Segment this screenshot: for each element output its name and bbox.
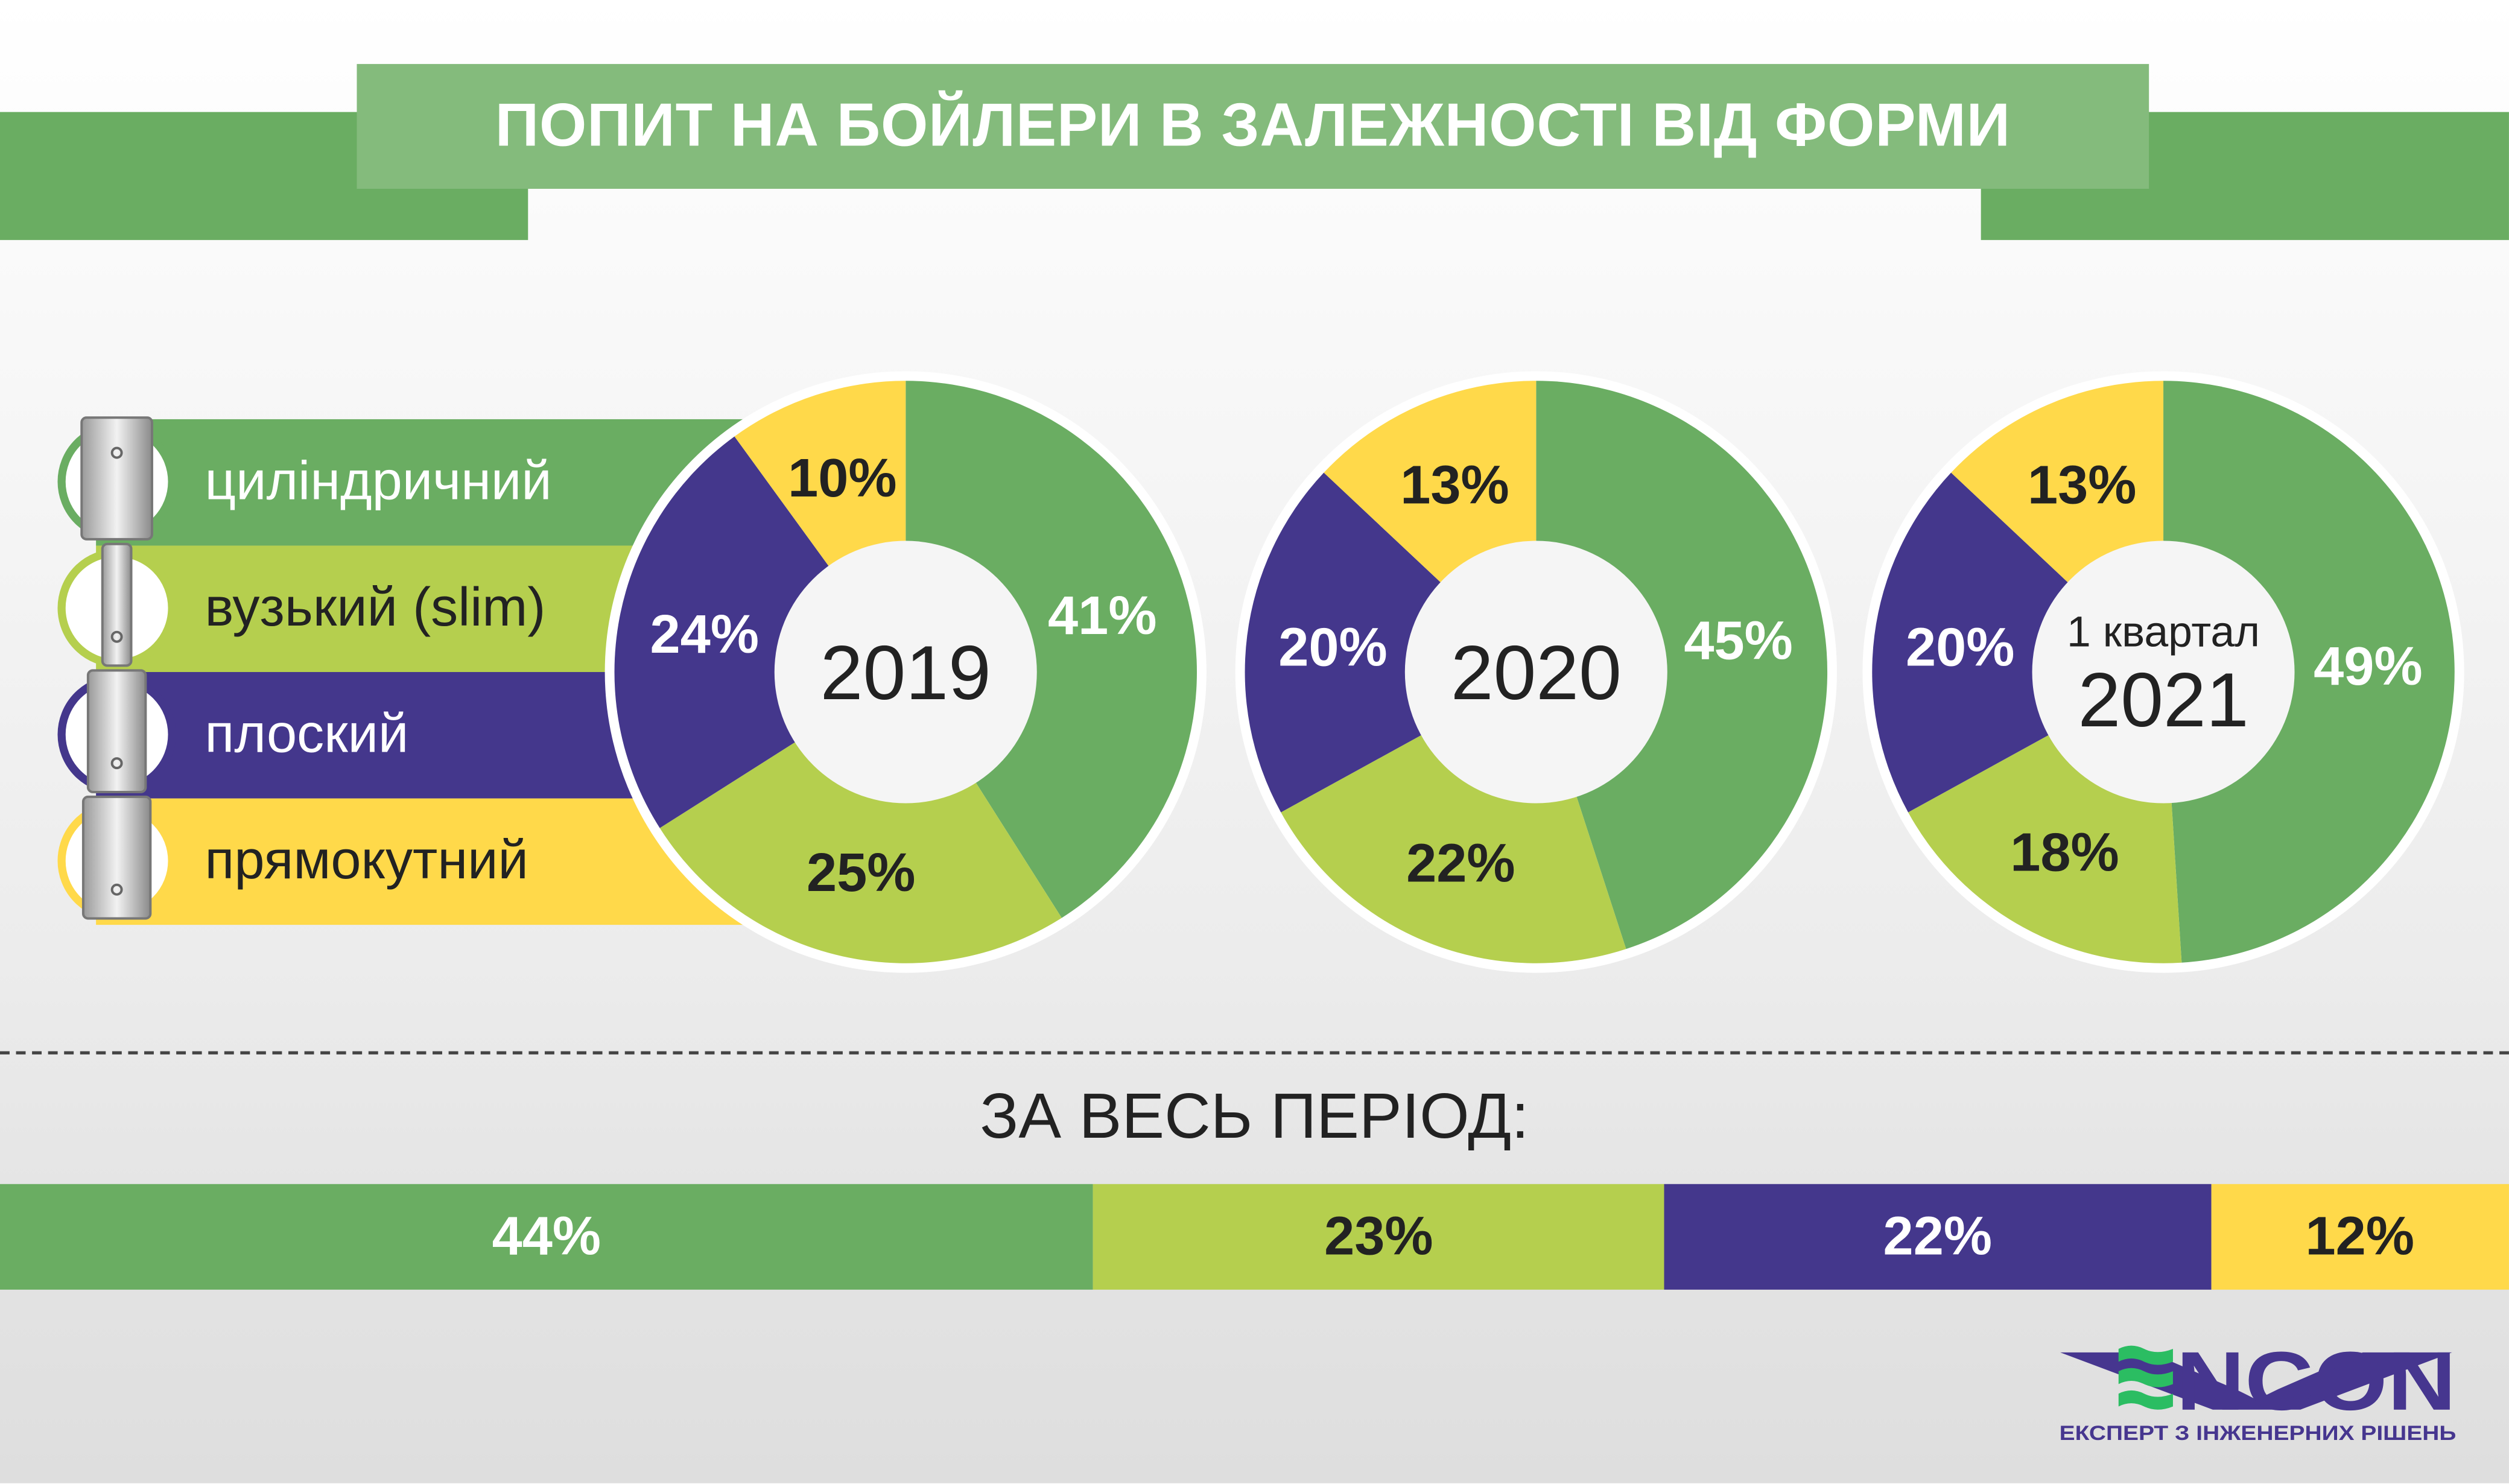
total-period-title: ЗА ВЕСЬ ПЕРІОД: [980,1082,1529,1152]
slice-label: 13% [1400,454,1509,515]
legend-item: прямокутний [96,798,769,925]
slice-label: 22% [1406,833,1515,894]
donut-charts: 41% 25% 24% 10% 2019 45% 22% 20% 13% 2020 49% 18% 20… [614,381,2455,963]
cylindrical-boiler-icon [57,416,176,541]
bar-segment: 23% [1093,1184,1664,1290]
bar-segment: 22% [1664,1184,2211,1290]
slice-label: 45% [1684,610,1792,671]
donut-slice [1872,472,2164,813]
slice-label: 10% [788,448,896,509]
donut-slice [614,436,906,828]
donut-slice [906,381,1197,918]
logo-tagline: ЕКСПЕРТ З ІНЖЕНЕРНИХ РІШЕНЬ [2060,1422,2457,1445]
donut-slice [659,672,1062,963]
bar-segment: 44% [0,1184,1093,1290]
donut-slice [2163,381,2455,963]
slice-label: 13% [2028,454,2136,515]
slice-label: 24% [650,604,759,665]
divider [0,1051,2509,1054]
donut-hole [774,541,1037,804]
bar-segment: 12% [2210,1184,2509,1290]
legend-label: прямокутний [205,830,528,892]
donut-hole [1404,541,1667,804]
flat-boiler-icon [57,669,176,794]
slice-label: 49% [2314,636,2422,697]
slice-label: 20% [1906,617,2014,677]
total-stacked-bar: 44% 23% 22% 12% [0,1184,2509,1290]
legend-label: плоский [205,704,409,765]
svg-text:NCON: NCON [2176,1336,2456,1428]
center-label: 2021 [2078,657,2248,743]
center-label: 2020 [1451,630,1622,715]
donut-hole [2032,541,2295,804]
legend-label: вузький (slim) [205,577,546,639]
donut-slice [1245,472,1537,813]
vencon-logo: V NCON ЕКСПЕРТ З ІНЖЕНЕРНИХ РІШЕНЬ [2056,1336,2457,1445]
logo-waves-icon [2118,1345,2173,1410]
page-title: ПОПИТ НА БОЙЛЕРИ В ЗАЛЕЖНОСТІ ВІД ФОРМИ [357,64,2149,189]
slice-label: 25% [807,842,915,903]
center-label: 2019 [820,630,991,715]
center-label-top: 1 квартал [2067,608,2260,656]
slice-label: 41% [1048,585,1156,646]
slice-label: 18% [2010,822,2119,883]
donut-slice [1536,381,1828,950]
slice-label: 20% [1278,617,1387,677]
legend-label: циліндричний [205,451,552,512]
